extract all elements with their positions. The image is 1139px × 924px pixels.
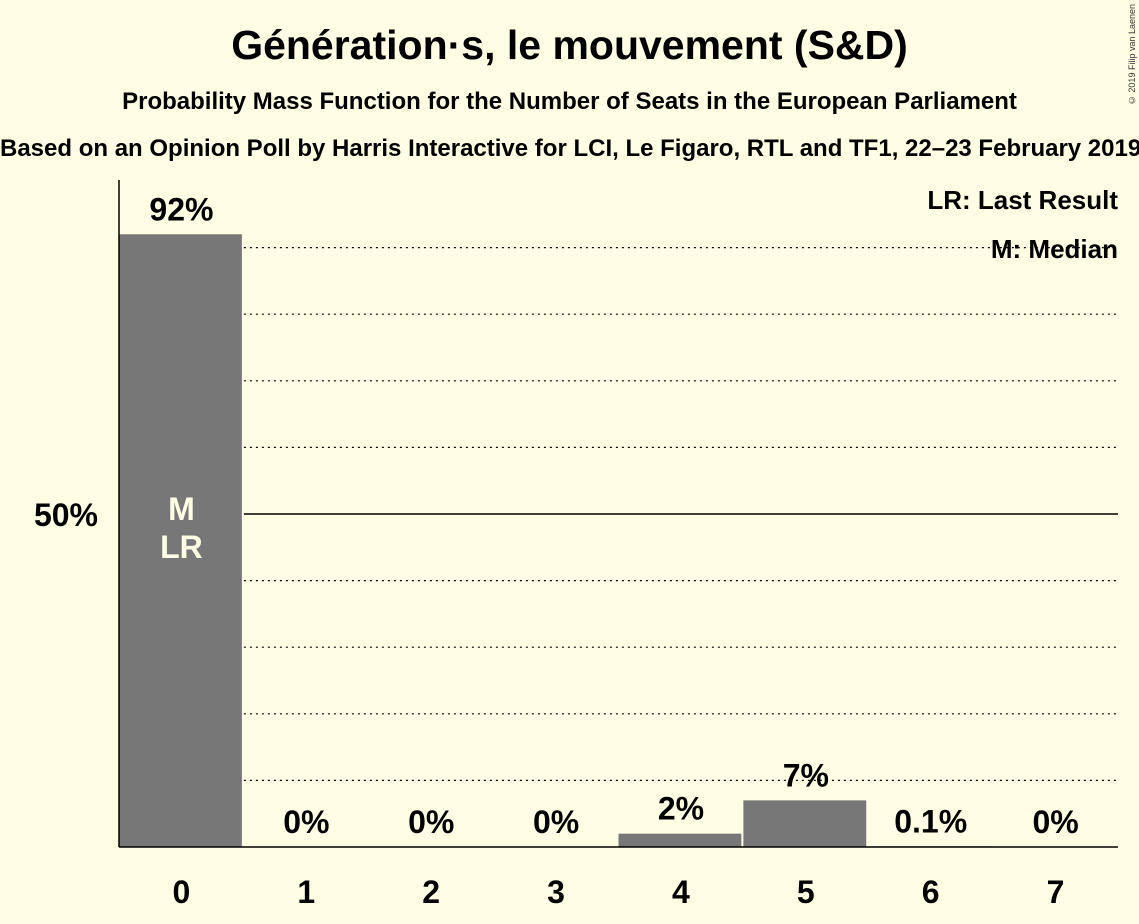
bar-4 bbox=[618, 833, 742, 847]
bar-label-0: 92% bbox=[149, 191, 213, 227]
bar-label-2: 0% bbox=[408, 804, 454, 840]
legend-median: M: Median bbox=[991, 234, 1118, 264]
bar-label-5: 7% bbox=[783, 757, 829, 793]
legend-last-result: LR: Last Result bbox=[927, 185, 1118, 215]
chart-source: Based on an Opinion Poll by Harris Inter… bbox=[0, 135, 1139, 162]
bar-label-7: 0% bbox=[1032, 804, 1078, 840]
bar-5 bbox=[743, 800, 867, 847]
gridlines bbox=[243, 247, 1118, 782]
y-tick-label: 50% bbox=[34, 497, 98, 533]
chart-subtitle: Probability Mass Function for the Number… bbox=[122, 88, 1017, 115]
x-tick-label-0: 0 bbox=[173, 874, 191, 910]
bar-label-6: 0.1% bbox=[894, 803, 967, 839]
bar-label-1: 0% bbox=[283, 804, 329, 840]
median-marker: M bbox=[168, 491, 195, 527]
x-tick-label-5: 5 bbox=[797, 874, 815, 910]
x-tick-label-4: 4 bbox=[672, 874, 690, 910]
bars bbox=[119, 234, 992, 847]
x-tick-label-7: 7 bbox=[1047, 874, 1065, 910]
x-tick-label-6: 6 bbox=[922, 874, 940, 910]
bar-label-3: 0% bbox=[533, 804, 579, 840]
bar-label-4: 2% bbox=[658, 791, 704, 827]
x-tick-label-3: 3 bbox=[547, 874, 565, 910]
last-result-marker: LR bbox=[160, 529, 203, 565]
bar-0 bbox=[119, 234, 242, 847]
x-tick-label-1: 1 bbox=[297, 874, 315, 910]
labels: 92% 0 MLR 0% 1 0% 2 0% 3 2% 4 7% 5 0.1% 6 0% 7 bbox=[149, 191, 1078, 910]
chart-title: Génération·s, le mouvement (S&D) bbox=[231, 22, 908, 68]
x-tick-label-2: 2 bbox=[422, 874, 440, 910]
